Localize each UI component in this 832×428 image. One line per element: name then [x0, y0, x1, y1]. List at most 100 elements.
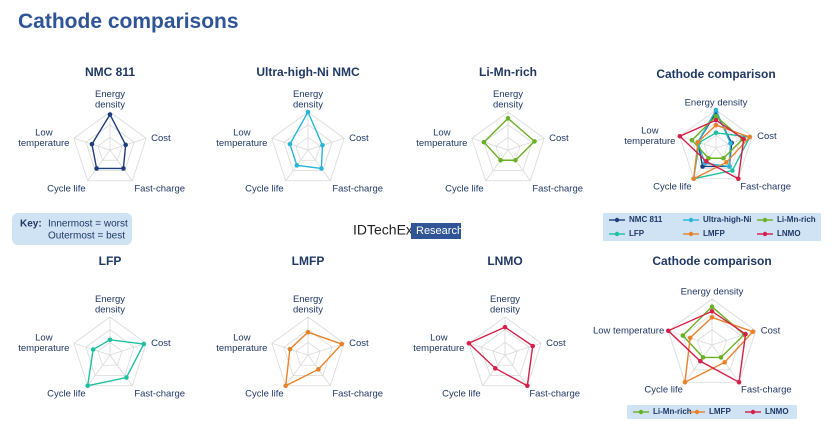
axis-label: Fast-charge — [134, 388, 185, 399]
legend-marker — [614, 217, 620, 223]
radar-line — [697, 108, 732, 168]
grid-ring — [85, 329, 135, 376]
radar-point — [718, 355, 724, 360]
radar-point — [713, 114, 719, 119]
radar-point — [691, 176, 696, 182]
legend-label: LMFP — [703, 229, 725, 238]
axis-label: Energy — [490, 294, 520, 305]
chart-title: LMFP — [292, 254, 325, 268]
spoke — [504, 354, 528, 386]
axis-label: Fast-charge — [532, 183, 583, 194]
axis-label: Energy — [493, 89, 523, 100]
chart-title: LNMO — [487, 254, 522, 268]
radar-point — [124, 375, 129, 380]
radar-point — [121, 166, 126, 171]
radar-point — [700, 355, 706, 360]
axis-label: density — [490, 305, 520, 316]
axis-label: Energy density — [685, 98, 748, 109]
legend-marker — [688, 217, 694, 223]
logo-tag-box — [411, 223, 461, 239]
radar-point — [727, 164, 732, 169]
axis-label: temperature — [216, 343, 267, 354]
grid-ring — [97, 341, 123, 366]
radar-line — [667, 310, 747, 384]
axis-label: Cycle life — [245, 388, 284, 399]
radar-point — [689, 137, 695, 143]
radar-point — [107, 337, 113, 343]
spoke — [307, 137, 345, 151]
chart-title: LFP — [99, 254, 122, 268]
axis-label: Cycle life — [245, 183, 284, 194]
radar-point — [713, 130, 719, 136]
legend-label: Li-Mn-rich — [653, 407, 692, 416]
axis-label: Cost — [549, 133, 569, 144]
axis-label: Low — [641, 126, 659, 137]
radar-point — [89, 141, 95, 147]
grid-ring — [483, 124, 533, 171]
axis-label: Cost — [349, 133, 369, 144]
spoke — [109, 342, 147, 356]
page-title: Cathode comparisons — [18, 10, 239, 33]
radar-point — [736, 379, 742, 385]
radar-point — [721, 155, 726, 161]
logo-brand: IDTechEx — [353, 222, 413, 238]
spoke — [109, 354, 133, 386]
radar-point — [728, 141, 733, 146]
axis-label: Cycle life — [644, 385, 683, 396]
radar-line — [692, 132, 751, 180]
spoke — [482, 354, 506, 386]
spoke — [87, 149, 111, 181]
spoke — [109, 137, 147, 151]
axis-label: density — [293, 305, 323, 316]
radar-point — [123, 142, 128, 148]
legend-label: LMFP — [709, 407, 731, 416]
radar-point — [493, 366, 498, 371]
axis-label: density — [95, 100, 125, 111]
axis-label: Cost — [349, 338, 369, 349]
radar-point — [305, 109, 311, 115]
chart-title: NMC 811 — [85, 65, 135, 79]
radar-point — [709, 308, 715, 314]
radar-line — [289, 110, 324, 170]
axis-label: temperature — [416, 138, 467, 149]
radar-point — [532, 139, 537, 144]
radar-point — [481, 139, 487, 145]
spoke — [715, 135, 753, 149]
grid-ring — [295, 136, 321, 161]
radar-line — [91, 113, 127, 170]
grid-ring — [679, 109, 753, 180]
radar-point — [665, 328, 671, 334]
spoke — [87, 354, 111, 386]
radar-point — [107, 112, 113, 117]
legend-marker — [762, 231, 768, 237]
radar-point — [713, 107, 719, 113]
grid-ring — [480, 329, 530, 376]
grid-ring — [468, 316, 542, 387]
axis-label: Fast-charge — [134, 183, 185, 194]
axis-label: Energy — [293, 294, 323, 305]
radar-point — [466, 340, 472, 346]
radar-point — [695, 139, 701, 145]
axis-label: temperature — [18, 138, 69, 149]
radar-point — [339, 341, 345, 347]
radar-point — [85, 383, 90, 389]
grid-ring — [283, 124, 333, 171]
spoke — [711, 330, 756, 346]
spoke — [109, 149, 133, 181]
spoke — [471, 137, 509, 151]
axis-label: Fast-charge — [740, 181, 791, 192]
radar-point — [287, 346, 293, 352]
radar-point — [730, 168, 735, 173]
radar-line — [86, 339, 145, 387]
chart-title: Li-Mn-rich — [479, 65, 537, 79]
legend-label: LNMO — [765, 407, 789, 416]
radar-point — [697, 358, 703, 364]
spoke — [285, 354, 309, 386]
chart-title: Cathode comparison — [656, 67, 775, 81]
axis-label: Energy — [95, 89, 125, 100]
grid-ring — [682, 313, 742, 371]
legend-marker — [614, 231, 620, 237]
axis-label: Cost — [151, 338, 171, 349]
grid-ring — [492, 341, 518, 366]
radar-point — [530, 343, 536, 349]
